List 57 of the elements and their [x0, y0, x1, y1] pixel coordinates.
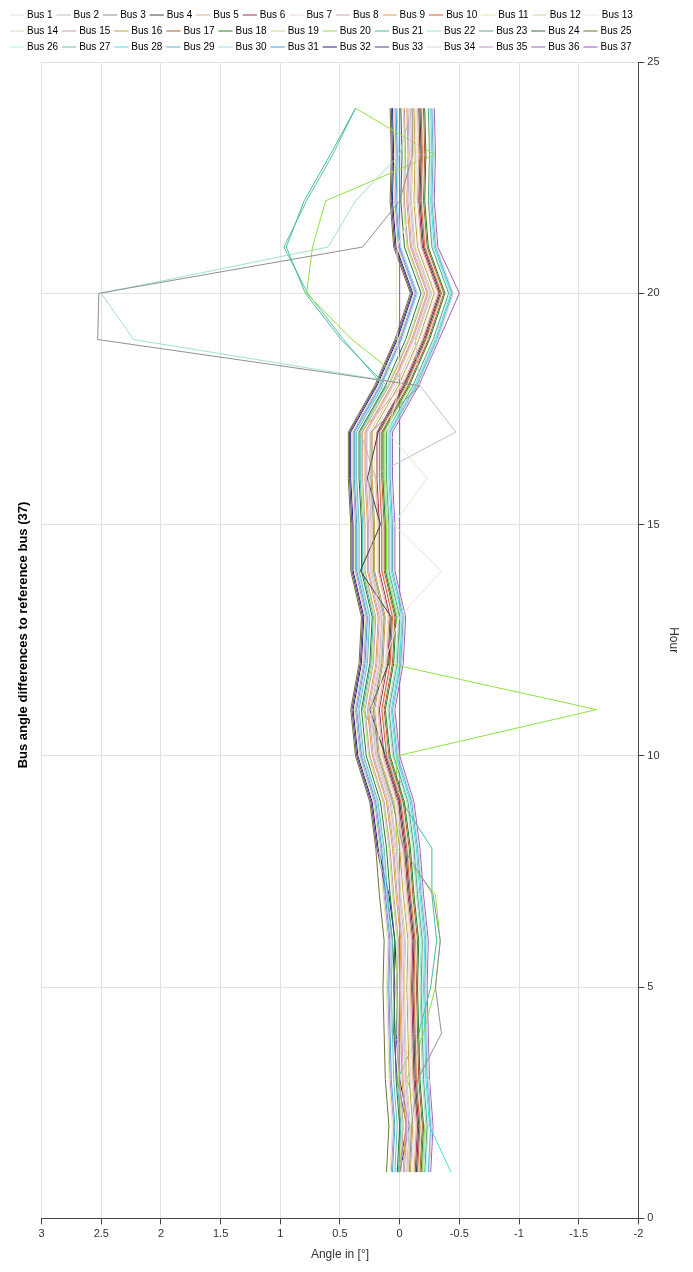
legend-label: Bus 13	[601, 8, 634, 20]
x-tick-label: -1	[514, 1227, 524, 1240]
legend-label: Bus 3	[120, 8, 147, 20]
legend-label: Bus 35	[496, 40, 528, 52]
legend-label: Bus 32	[339, 40, 372, 52]
x-tick-label: -1.5	[569, 1227, 589, 1240]
x-tick-label: 2	[157, 1227, 165, 1240]
legend-label: Bus 4	[166, 8, 193, 20]
y-tick-label: 10	[647, 748, 660, 761]
legend-label: Bus 12	[549, 8, 582, 20]
legend-label: Bus 8	[353, 8, 380, 20]
x-tick-label: 0	[396, 1227, 403, 1240]
y-tick-label: 25	[647, 55, 660, 68]
legend-label: Bus 17	[183, 24, 215, 36]
legend-label: Bus 30	[235, 40, 268, 52]
legend-label: Bus 9	[399, 8, 426, 20]
x-axis-title: Angle in [°]	[310, 1247, 370, 1262]
legend-label: Bus 31	[287, 40, 320, 52]
y-axis-title: Hour	[667, 627, 682, 654]
legend-label: Bus 11	[498, 8, 530, 20]
legend-label: Bus 27	[79, 40, 111, 52]
legend-label: Bus 14	[27, 24, 59, 36]
x-tick-label: 3	[38, 1227, 45, 1240]
legend-label: Bus 18	[235, 24, 268, 36]
legend-label: Bus 24	[548, 24, 580, 36]
legend-label: Bus 1	[27, 8, 54, 20]
x-tick-label: 2.5	[93, 1227, 109, 1240]
legend-label: Bus 22	[444, 24, 476, 36]
legend-label: Bus 19	[287, 24, 320, 36]
legend-label: Bus 33	[391, 40, 424, 52]
legend-label: Bus 36	[548, 40, 580, 52]
legend-label: Bus 25	[600, 24, 633, 36]
y-tick-label: 15	[647, 517, 660, 530]
text: Bus angle differences to reference bus (37)	[15, 501, 31, 769]
x-tick-label: 0.5	[332, 1227, 348, 1240]
x-tick-label: -0.5	[449, 1227, 469, 1240]
legend-label: Bus 29	[183, 40, 215, 52]
legend-label: Bus 2	[73, 8, 100, 20]
legend-label: Bus 26	[27, 40, 59, 52]
legend-label: Bus 21	[391, 24, 424, 36]
legend-label: Bus 10	[446, 8, 478, 20]
x-tick-label: -2	[633, 1227, 644, 1240]
x-tick-label: 1.5	[212, 1227, 229, 1240]
x-tick-label: 1	[277, 1227, 284, 1240]
legend-label: Bus 7	[306, 8, 333, 20]
y-tick-label: 20	[647, 286, 660, 299]
legend-label: Bus 34	[444, 40, 476, 52]
legend-label: Bus 16	[131, 24, 163, 36]
legend-label: Bus 15	[79, 24, 111, 36]
legend-label: Bus 20	[339, 24, 372, 36]
legend-label: Bus 23	[496, 24, 528, 36]
legend-label: Bus 6	[259, 8, 286, 20]
legend-label: Bus 5	[213, 8, 240, 20]
y-tick-label: 0	[647, 1211, 654, 1224]
legend-label: Bus 37	[600, 40, 633, 52]
y-tick-label: 5	[647, 980, 654, 993]
legend-label: Bus 28	[131, 40, 163, 52]
